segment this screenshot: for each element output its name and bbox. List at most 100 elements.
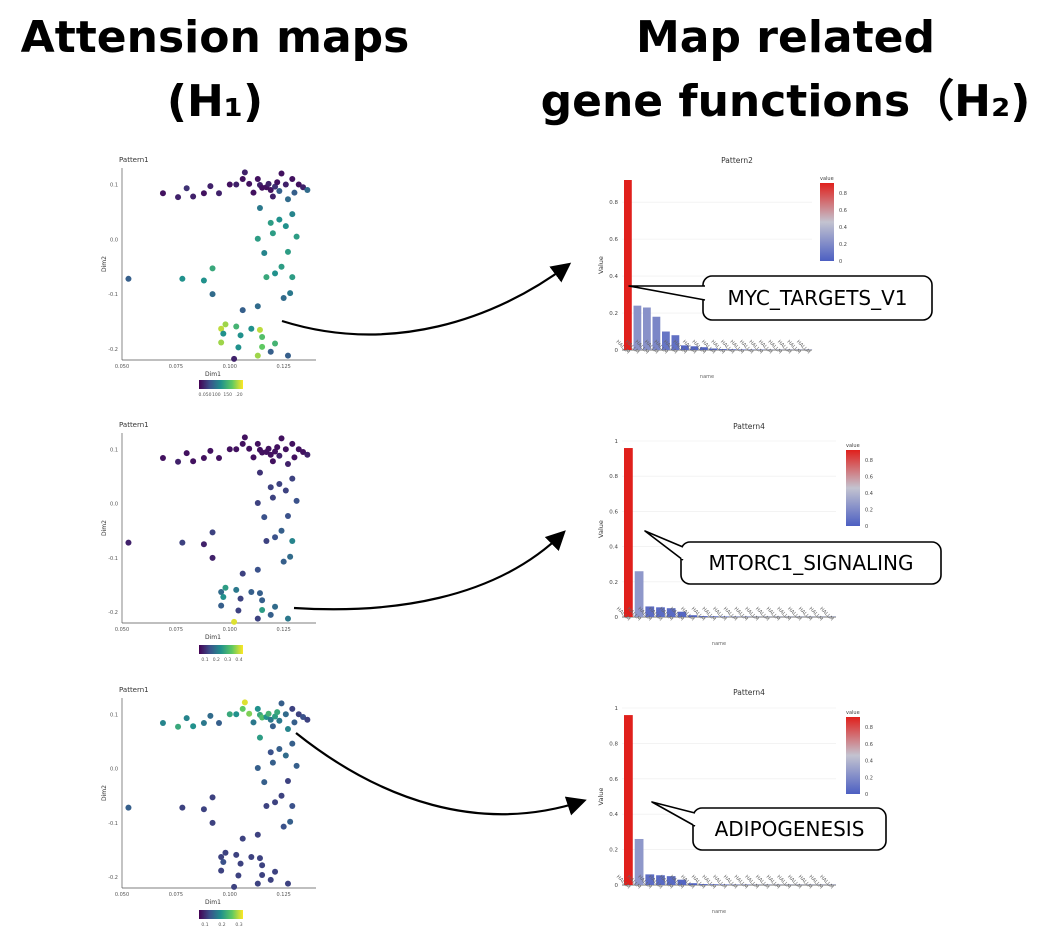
x-axis-label: Dim1	[205, 634, 221, 641]
scatter-point	[304, 716, 311, 723]
scatter-point	[267, 186, 274, 193]
scatter-point	[200, 719, 207, 726]
scatter-point	[293, 233, 300, 240]
scatter-point	[256, 590, 263, 597]
scatter-point	[254, 352, 261, 359]
scatter-point	[289, 538, 296, 545]
scatter-point	[190, 458, 197, 465]
scatter-point	[239, 175, 246, 182]
y-tick-label: 0.4	[609, 274, 618, 280]
colorbar-legend	[846, 717, 860, 794]
scatter-point	[218, 339, 225, 346]
y-tick-label: -0.1	[108, 292, 118, 298]
scatter-point	[222, 849, 229, 856]
scatter-point	[284, 248, 291, 255]
scatter-point	[259, 606, 266, 613]
scatter-point	[289, 274, 296, 281]
colorbar-tick-label: 100	[212, 392, 221, 398]
scatter-point	[276, 746, 283, 753]
attention-maps-heading: Attension maps (H₁)	[0, 6, 430, 134]
y-tick-label: -0.2	[108, 347, 118, 353]
scatter-point	[256, 326, 263, 333]
gene-set-callout-1: MYC_TARGETS_V1	[628, 275, 933, 321]
scatter-point	[254, 566, 261, 573]
scatter-point	[261, 779, 268, 786]
scatter-point	[263, 538, 270, 545]
scatter-point	[241, 434, 248, 441]
scatter-point	[175, 194, 182, 201]
scatter-point	[269, 230, 276, 237]
bar	[677, 879, 687, 885]
scatter-point	[265, 180, 272, 187]
bar	[666, 876, 676, 885]
scatter-point	[274, 444, 281, 451]
bar	[656, 607, 665, 617]
scatter-point	[280, 558, 287, 565]
x-tick-label: 0.100	[223, 364, 237, 370]
scatter-title: Pattern1	[119, 421, 149, 429]
scatter-point	[295, 711, 302, 718]
callout-label: ADIPOGENESIS	[715, 817, 865, 841]
colorbar-legend	[199, 910, 243, 919]
scatter-point	[233, 586, 240, 593]
scatter-point	[218, 602, 225, 609]
scatter-point	[284, 725, 291, 732]
scatter-point	[209, 554, 216, 561]
x-tick-label: 0.075	[169, 627, 183, 633]
bar	[698, 616, 708, 617]
scatter-point	[237, 595, 244, 602]
scatter-point	[183, 185, 190, 192]
colorbar-tick-label: 0.2	[213, 657, 220, 663]
y-tick-label: 0	[615, 615, 619, 621]
y-tick-label: 0.8	[609, 200, 618, 206]
colorbar-legend	[199, 380, 243, 389]
scatter-point	[218, 325, 225, 332]
bar	[720, 884, 730, 885]
scatter-point	[179, 539, 186, 546]
bar	[681, 345, 689, 350]
colorbar-tick-label: 0.8	[839, 191, 847, 197]
gene-bar-chart-1: Pattern200.20.40.60.8ValueHALLMHALLMHALL…	[597, 156, 847, 380]
scatter-point	[287, 290, 294, 297]
scatter-point	[291, 189, 298, 196]
x-tick-label: 0.100	[223, 892, 237, 898]
scatter-point	[241, 699, 248, 706]
scatter-point	[159, 719, 166, 726]
y-tick-label: -0.1	[108, 821, 118, 827]
scatter-point	[190, 723, 197, 730]
scatter-point	[239, 835, 246, 842]
colorbar-tick-label: 0.8	[865, 458, 873, 464]
scatter-point	[282, 752, 289, 759]
bar	[652, 316, 661, 350]
scatter-point	[248, 325, 255, 332]
y-tick-label: 0.4	[609, 812, 618, 818]
scatter-point	[246, 445, 253, 452]
scatter-point	[272, 340, 279, 347]
bar	[700, 347, 708, 350]
scatter-point	[289, 211, 296, 218]
scatter-point	[276, 188, 283, 195]
scatter-point	[256, 855, 263, 862]
scatter-point	[274, 709, 281, 716]
scatter-point	[222, 584, 229, 591]
connector-arrow-2	[293, 530, 566, 611]
scatter-point	[304, 186, 311, 193]
y-axis-label: Dim2	[101, 256, 108, 272]
scatter-point	[284, 460, 291, 467]
scatter-point	[289, 440, 296, 447]
scatter-point	[272, 270, 279, 277]
scatter-point	[200, 277, 207, 284]
y-tick-label: 0.1	[110, 447, 118, 453]
colorbar-tick-label: 0	[865, 524, 868, 530]
scatter-point	[272, 868, 279, 875]
scatter-point	[231, 355, 238, 362]
callout-pointer	[644, 530, 684, 561]
scatter-point	[209, 794, 216, 801]
callout-label: MYC_TARGETS_V1	[727, 286, 907, 310]
scatter-point	[239, 307, 246, 314]
bar	[688, 615, 697, 617]
scatter-point	[183, 715, 190, 722]
scatter-point	[250, 189, 257, 196]
scatter-point	[256, 205, 263, 212]
callout-pointer	[651, 801, 696, 827]
